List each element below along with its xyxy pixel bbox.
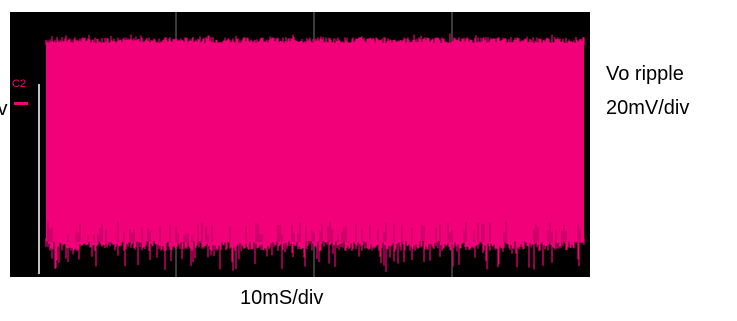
horizontal-scale-label: 10mS/div [240,287,324,309]
oscilloscope-screen: C2 [10,12,590,277]
ripple-band [46,45,584,238]
vertical-signal-label: Vo ripple [606,63,684,85]
oscilloscope-trace-plot: C2 [10,12,590,277]
channel-c2-ground-marker [14,102,28,105]
ripple-lower-spikes [45,238,585,272]
trigger-cursor-line [38,84,40,274]
vertical-scale-label: 20mV/div [606,97,690,119]
ripple-upper-spikes [45,33,585,45]
ripple-lower-texture [47,221,581,242]
channel-c2-label: C2 [12,78,26,90]
ripple-trace [45,33,585,272]
cropped-scale-fragment: iv [0,99,8,119]
